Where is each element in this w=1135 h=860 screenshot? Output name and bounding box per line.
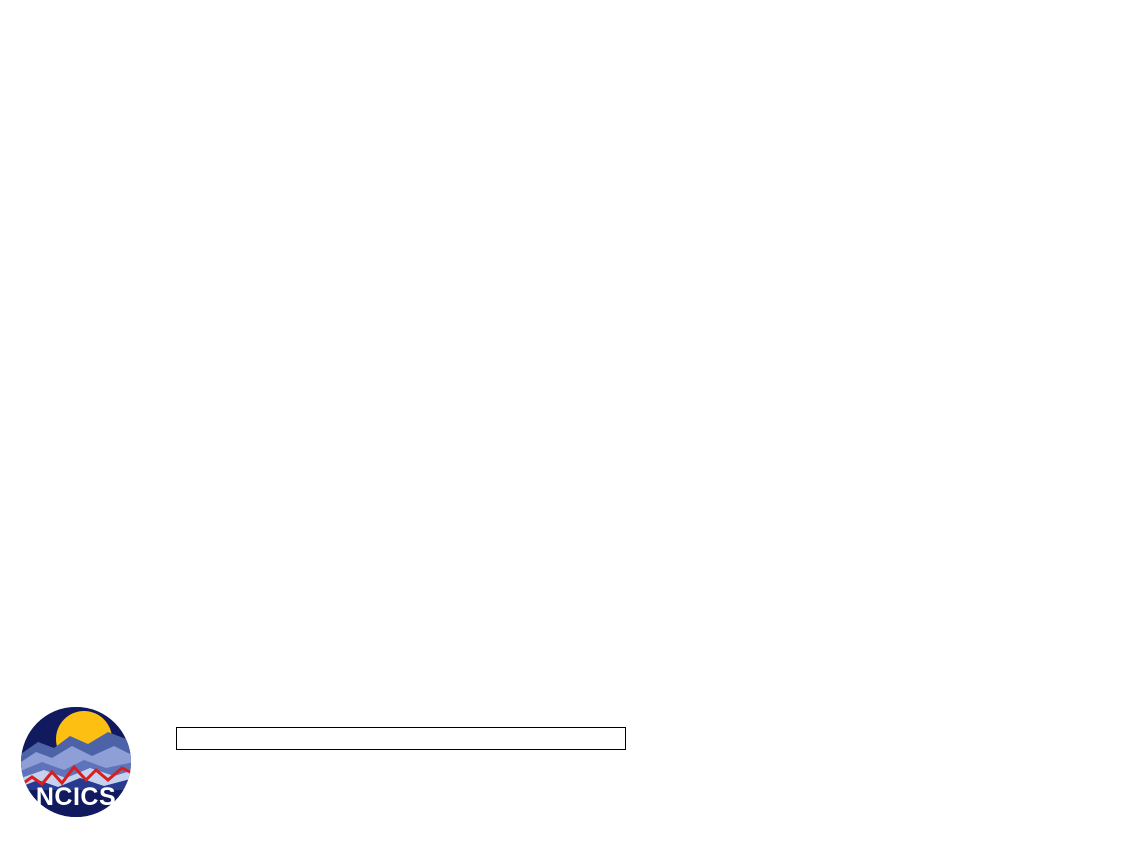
- ncics-logo: NCICS: [18, 704, 134, 820]
- legend: [815, 710, 1135, 772]
- svg-text:NCICS: NCICS: [36, 783, 116, 811]
- x-axis-right: [630, 665, 1108, 695]
- colorbar: [176, 727, 626, 778]
- colorbar-swatches: [176, 727, 626, 750]
- colorbar-tick-labels: [176, 752, 624, 778]
- x-axis-left: [78, 665, 558, 695]
